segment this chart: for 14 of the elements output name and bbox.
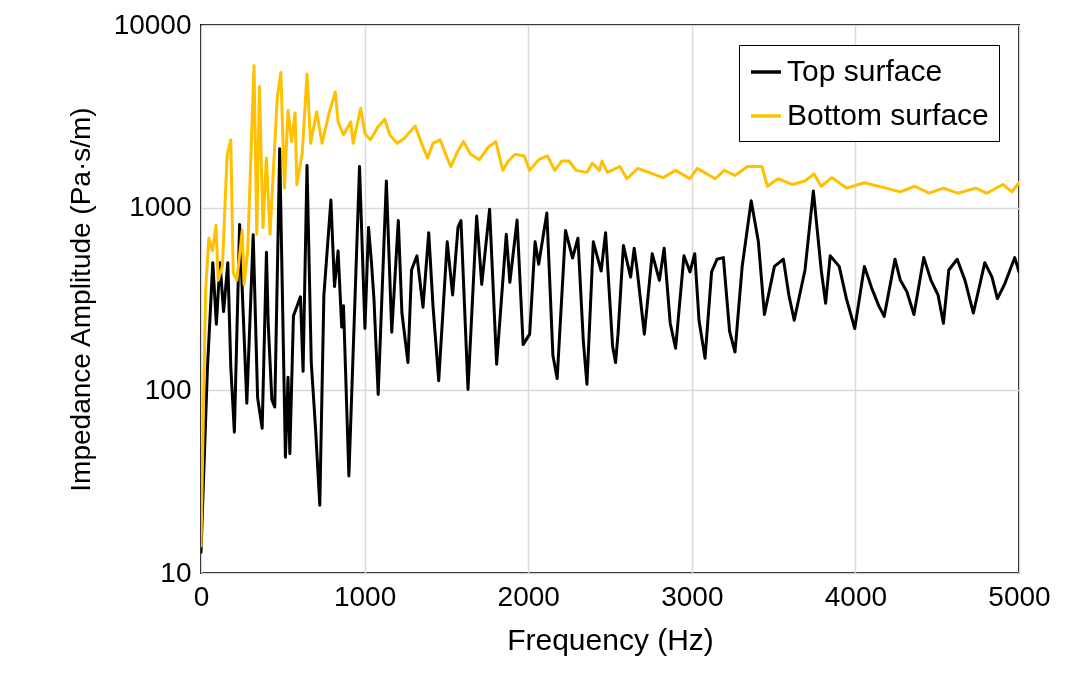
y-tick-label: 10000 [113,8,192,40]
y-tick-label: 100 [144,373,192,405]
y-axis-title: Impedance Amplitude (Pa·s/m) [64,107,96,492]
y-tick-label: 10 [160,556,192,588]
x-tick-label: 3000 [661,580,724,612]
x-tick-label: 5000 [988,580,1051,612]
x-tick-label: 0 [193,580,210,612]
x-axis-title: Frequency (Hz) [507,622,714,656]
x-tick-label: 2000 [497,580,560,612]
legend-label: Bottom surface [787,98,989,131]
x-tick-label: 4000 [824,580,888,612]
x-tick-label: 1000 [333,580,397,612]
legend-label: Top surface [787,54,943,87]
y-tick-label: 1000 [129,191,192,223]
